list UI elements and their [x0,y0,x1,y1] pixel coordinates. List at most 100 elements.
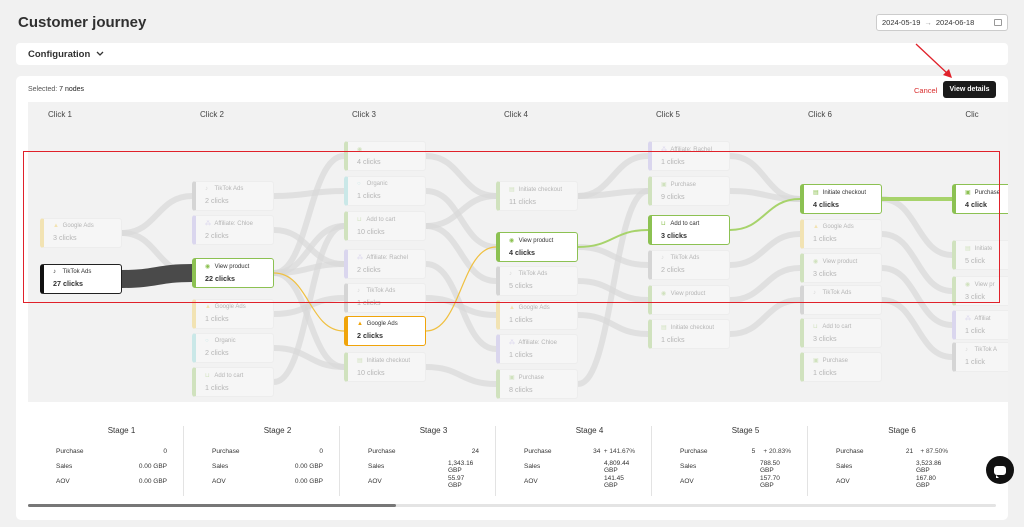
journey-node[interactable]: ⁂ Affiliate: Chloe 1 clicks [496,334,578,364]
aov-label: AOV [524,478,538,485]
journey-node[interactable]: ⁂ Affiliate: Rachel 2 clicks [344,249,426,279]
aov-label: AOV [680,478,694,485]
tiktok-icon: ♪ [205,186,208,192]
node-count: 22 clicks [205,274,235,283]
node-label-text: TikTok Ads [61,269,92,275]
journey-node[interactable]: ♪ TikTok Ads 5 clicks [496,266,578,296]
journey-node[interactable]: ▲ Google Ads 1 clicks [800,219,882,249]
journey-node[interactable]: ▤ Initiate 5 click [952,240,1008,270]
journey-node[interactable]: ♪ TikTok A 1 click [952,342,1008,372]
journey-node[interactable]: ▣ Purchase 1 clicks [800,352,882,382]
journey-node[interactable]: ♪ TikTok Ads [800,285,882,315]
date-end: 2024-06-18 [935,18,975,27]
journey-node[interactable]: ◉ View product 3 clicks [800,253,882,283]
journey-node[interactable]: ◉ View product [648,285,730,315]
node-label: ⊔ Add to cart [357,216,425,223]
node-label-text: Initiate checkout [669,325,715,331]
horizontal-scrollbar[interactable] [28,504,996,507]
date-range-picker[interactable]: 2024-05-19 → 2024-06-18 [876,14,1008,31]
journey-node[interactable]: ▤ Initiate checkout 10 clicks [344,352,426,382]
node-label-text: Google Ads [517,305,550,311]
configuration-label: Configuration [28,48,91,60]
journey-node[interactable]: ▲ Google Ads 1 clicks [192,299,274,329]
journey-node[interactable]: ⁂ Affiliate: Rachel 1 clicks [648,141,730,171]
column-header: Click 4 [503,110,528,119]
stage-name: Stage 4 [575,426,604,435]
journey-node[interactable]: ◉ View product 22 clicks [192,258,274,288]
flow-link [273,223,345,385]
flow-link [121,193,193,236]
node-label: ⊔ Add to cart [205,372,273,379]
journey-node[interactable]: ▲ Google Ads 2 clicks [344,316,426,346]
journey-node[interactable]: ▲ Google Ads 1 clicks [496,300,578,330]
journey-node[interactable]: ♪ TikTok Ads 2 clicks [648,250,730,280]
cancel-button[interactable]: Cancel [914,86,938,95]
sales-label: Sales [524,463,541,470]
stage-column: Stage 4 Purchase 34 + 141.67% Sales 4,809.44 … [496,426,652,496]
journey-node[interactable]: ▤ Initiate checkout 1 clicks [648,319,730,349]
flow-link [577,229,649,248]
journey-node[interactable]: ◉ View product 4 clicks [496,232,578,262]
eye-icon: ◉ [205,264,211,270]
journey-node[interactable]: ♪ TikTok Ads 1 clicks [344,283,426,313]
purchase-change: + 20.83% [763,448,791,455]
flow-link [881,265,953,328]
journey-node[interactable]: ⊔ Add to cart 3 clicks [800,318,882,348]
purchase-change: + 87.50% [920,448,948,455]
google-ads-icon: ▲ [509,305,515,311]
journey-node[interactable]: ○ Organic 2 clicks [192,333,274,363]
stage-name: Stage 1 [107,426,136,435]
chat-button[interactable] [986,456,1014,484]
node-count: 10 clicks [357,368,385,377]
node-count: 1 clicks [357,298,381,307]
sales-label: Sales [368,463,385,470]
node-label: ⁂ Affiliate: Chloe [509,339,577,346]
node-count: 1 click [965,357,985,366]
node-label: ⁂ Affiliat [965,315,1008,322]
node-count: 2 clicks [357,265,381,274]
stage-name: Stage 6 [888,426,916,435]
journey-node[interactable]: ◉ 4 clicks [344,141,426,171]
node-label-text: Affiliat [973,316,991,322]
journey-node[interactable]: ▣ Purchase 8 clicks [496,369,578,399]
stage-sales-row: Sales 3,523.86 GBP [836,459,948,474]
stage-purchase-row: Purchase 5 + 20.83% [680,444,791,459]
stage-sales-row: Sales 4,809.44 GBP [524,459,635,474]
journey-node[interactable]: ▲ Google Ads 3 clicks [40,218,122,248]
journey-node[interactable]: ⁂ Affiliat 1 click [952,310,1008,340]
column-header: Click 2 [199,110,224,119]
journey-node[interactable]: ⊔ Add to cart 3 clicks [648,215,730,245]
journey-node[interactable]: ▣ Purchase 9 clicks [648,176,730,206]
journey-node[interactable]: ♪ TikTok Ads 27 clicks [40,264,122,294]
node-label: ▲ Google Ads [509,305,577,311]
stage-aov-row: AOV 55.97 GBP [368,474,479,489]
journey-node[interactable]: ○ Organic 1 clicks [344,176,426,206]
aov-label: AOV [836,478,850,485]
eye-icon: ◉ [509,238,515,244]
flow-link [577,312,649,337]
journey-node[interactable]: ▤ Initiate checkout 4 clicks [800,184,882,214]
configuration-toggle[interactable]: Configuration [16,43,1008,65]
purchase-value: 0 [319,448,323,455]
node-count: 2 clicks [661,265,685,274]
node-label-text: Add to cart [821,324,852,330]
flow-link [577,244,649,268]
node-label: ▤ Initiate checkout [661,324,729,331]
flow-link [729,231,801,268]
view-details-button[interactable]: View details [943,81,996,98]
journey-node[interactable]: ⁂ Affiliate: Chloe 2 clicks [192,215,274,245]
node-label-text: Affiliate: Chloe [517,340,557,346]
journey-node[interactable]: ♪ TikTok Ads 2 clicks [192,181,274,211]
column-header: Clic [965,110,979,119]
sales-label: Sales [680,463,697,470]
journey-node[interactable]: ⊔ Add to cart 10 clicks [344,211,426,241]
node-label: ▣ Purchase [813,357,881,364]
sales-label: Sales [212,463,229,470]
journey-node[interactable]: ⊔ Add to cart 1 clicks [192,367,274,397]
journey-node[interactable]: ▣ Purchase 4 click [952,184,1008,214]
scrollbar-thumb[interactable] [28,504,396,507]
journey-node[interactable]: ◉ View pr 3 click [952,276,1008,306]
node-label: ◉ View pr [965,281,1008,288]
node-label: ▲ Google Ads [53,223,121,229]
journey-node[interactable]: ▤ Initiate checkout 11 clicks [496,181,578,211]
